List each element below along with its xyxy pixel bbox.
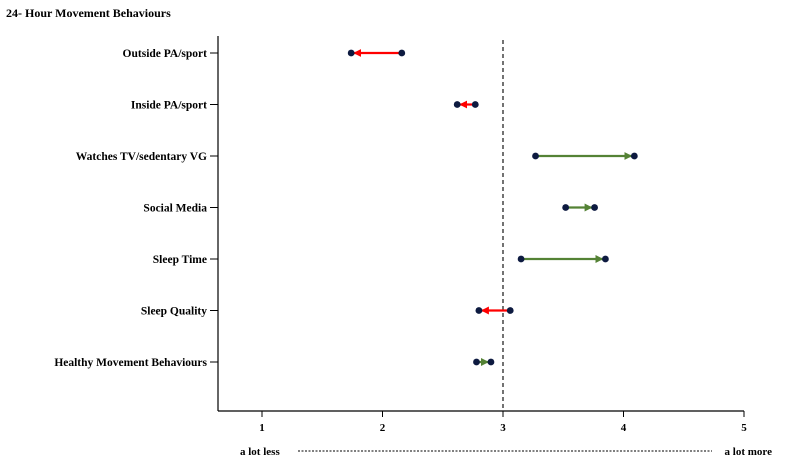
end-point <box>475 307 483 314</box>
category-label: Inside PA/sport <box>131 100 207 112</box>
start-point <box>506 307 514 314</box>
x-tick-label: 5 <box>741 422 747 434</box>
start-point <box>562 204 570 211</box>
end-point <box>347 49 355 57</box>
row: Inside PA/sport <box>131 100 479 112</box>
category-label: Sleep Quality <box>141 306 207 318</box>
scale-label-left: a lot less <box>240 446 280 458</box>
end-point <box>453 101 461 108</box>
x-tick-label: 2 <box>380 422 386 434</box>
category-label: Sleep Time <box>153 254 207 266</box>
category-label: Watches TV/sedentary VG <box>76 151 207 163</box>
row: Social Media <box>143 203 598 215</box>
row: Outside PA/sport <box>123 48 406 60</box>
start-point <box>473 358 480 366</box>
chart-title: 24- Hour Movement Behaviours <box>6 6 171 20</box>
start-point <box>517 255 525 263</box>
x-tick-label: 4 <box>621 422 627 434</box>
row: Watches TV/sedentary VG <box>76 151 638 163</box>
end-point <box>591 204 598 211</box>
data-rows: Outside PA/sport Inside PA/sport Watches T… <box>54 48 638 369</box>
category-label: Outside PA/sport <box>123 48 208 60</box>
row: Sleep Time <box>153 254 609 266</box>
category-label: Healthy Movement Behaviours <box>54 357 207 369</box>
end-point <box>487 358 495 366</box>
row: Healthy Movement Behaviours <box>54 357 495 369</box>
x-tick-label: 3 <box>500 422 506 434</box>
end-point <box>602 255 609 263</box>
start-point <box>398 49 406 57</box>
scale-label-right: a lot more <box>725 446 773 458</box>
row: Sleep Quality <box>141 306 514 318</box>
x-tick-label: 1 <box>259 422 265 434</box>
axes: 1 2 3 4 5 <box>217 36 747 452</box>
end-point <box>630 152 638 160</box>
start-point <box>471 101 479 108</box>
category-label: Social Media <box>143 203 207 215</box>
start-point <box>532 152 539 160</box>
